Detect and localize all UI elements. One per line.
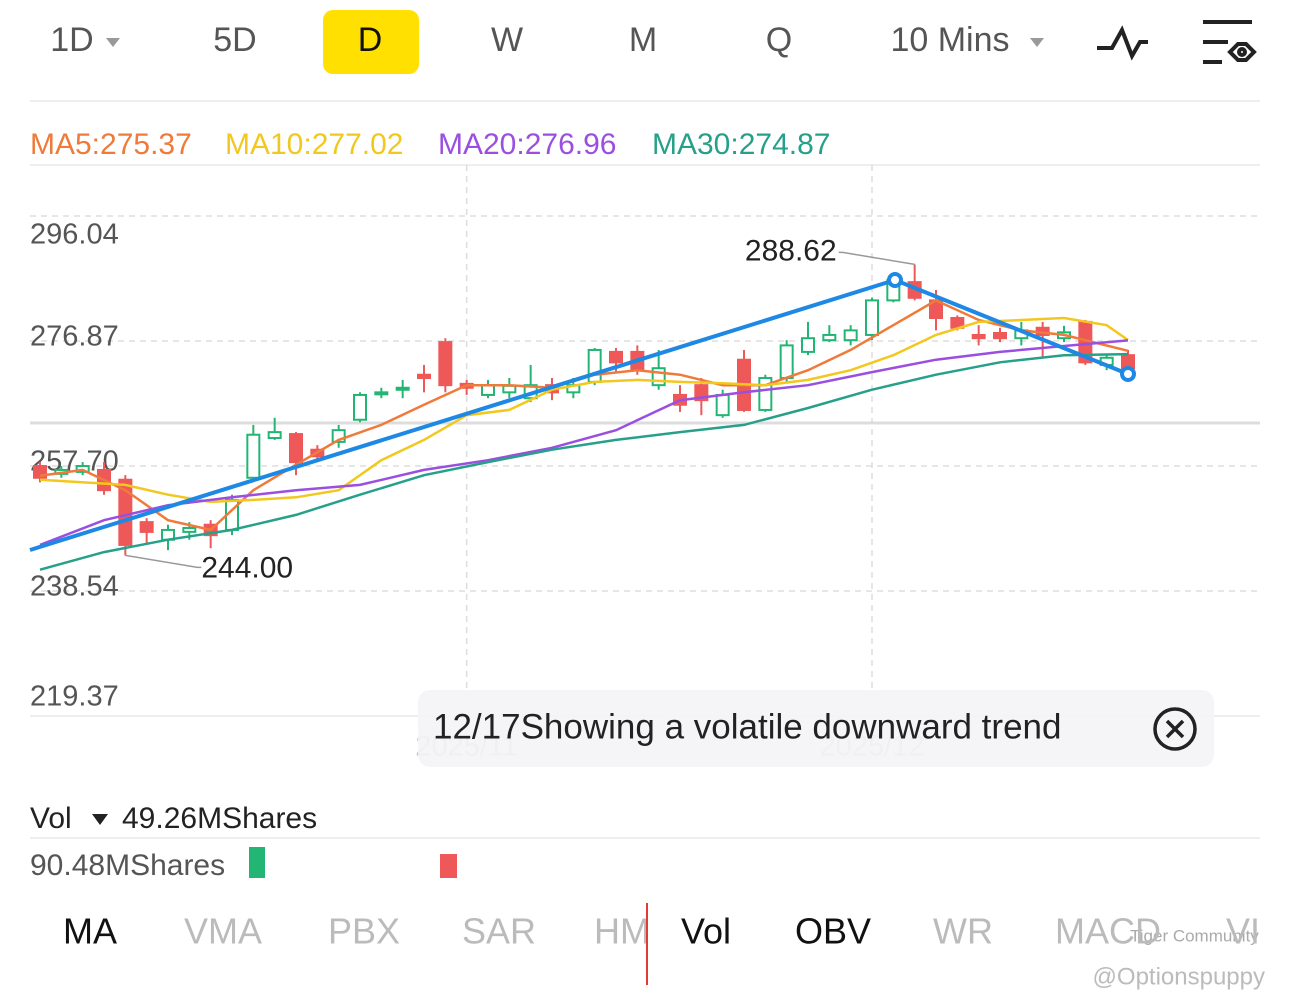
tooltip[interactable]: 12/17Showing a volatile downward trend <box>418 690 1214 767</box>
indicator-tab[interactable]: HM <box>594 911 650 952</box>
dropdown-caret[interactable] <box>1030 38 1044 47</box>
vol-current: 49.26MShares <box>122 802 317 835</box>
leader-line <box>838 251 915 266</box>
volume-bar <box>249 847 265 878</box>
indicator-tab[interactable]: WR <box>933 911 993 952</box>
max-label: 288.62 <box>745 234 837 267</box>
indicator-tab[interactable]: Vol <box>681 911 731 952</box>
candle-body <box>118 478 133 546</box>
legend-entry: MA5:275.37 <box>30 128 192 161</box>
indicator-tab[interactable]: PBX <box>328 911 400 952</box>
candle-body <box>139 521 154 533</box>
tab[interactable]: 5D <box>213 21 256 59</box>
legend-entry: MA30:274.87 <box>652 128 830 161</box>
indicator-tab[interactable]: VMA <box>184 911 262 952</box>
dropdown-caret[interactable] <box>92 814 108 825</box>
tab[interactable]: 10 Mins <box>890 21 1009 59</box>
ma-line <box>39 316 1129 504</box>
indicator-tab[interactable]: OBV <box>795 911 871 952</box>
candle-body <box>609 350 623 364</box>
dropdown-caret[interactable] <box>106 38 120 47</box>
indicator-tab[interactable]: MACD <box>1055 911 1161 952</box>
candle-body <box>33 465 47 479</box>
y-tick-label: 238.54 <box>30 571 119 603</box>
tab[interactable]: D <box>358 21 383 59</box>
tooltip-text: 12/17Showing a volatile downward trend <box>433 707 1061 746</box>
tab[interactable]: Q <box>766 21 792 59</box>
candle-body <box>801 337 815 353</box>
vol-max: 90.48MShares <box>30 849 225 882</box>
candle-body <box>395 386 410 391</box>
close-icon[interactable] <box>1153 707 1197 751</box>
settings-icon[interactable] <box>1203 20 1257 64</box>
ma-line <box>39 339 1129 547</box>
tab[interactable]: W <box>491 21 523 59</box>
plot: 296.04276.87257.70238.54219.372025/11202… <box>30 165 1260 763</box>
tab[interactable]: M <box>629 21 657 59</box>
legend-entry: MA20:276.96 <box>438 128 616 161</box>
y-tick-label: 219.37 <box>30 681 119 713</box>
candle-body <box>331 429 346 443</box>
watermark: Tiger Community <box>1130 926 1259 945</box>
legend-entry: MA10:277.02 <box>225 128 403 161</box>
candle-body <box>502 384 517 394</box>
candle-body <box>374 391 389 396</box>
y-tick-label: 276.87 <box>30 321 119 353</box>
trend-drawing[interactable] <box>29 272 1136 552</box>
tab[interactable]: 1D <box>50 21 93 59</box>
indicator-tab[interactable]: MA <box>63 911 117 952</box>
candle-body <box>289 433 303 464</box>
volume-bar <box>440 854 457 878</box>
watermark: @Optionspuppy <box>1093 963 1265 990</box>
indicator-icon[interactable] <box>1097 25 1148 61</box>
candle-body <box>822 333 837 342</box>
candle-body <box>353 393 367 421</box>
candle-body <box>715 393 730 417</box>
vol-label: Vol <box>30 802 72 835</box>
candle-body <box>438 341 453 387</box>
y-tick-label: 296.04 <box>30 219 119 251</box>
candle-body <box>971 333 986 340</box>
candle-body <box>993 331 1007 340</box>
candle-body <box>865 299 879 336</box>
candle-body <box>267 431 282 439</box>
indicator-tab[interactable]: VI <box>1226 911 1260 952</box>
min-label: 244.00 <box>201 551 293 584</box>
leader-line <box>125 554 202 569</box>
indicator-tab[interactable]: SAR <box>462 911 536 952</box>
tooltip-bg <box>418 690 1214 767</box>
candle-body <box>843 329 858 342</box>
candle-body <box>246 433 261 479</box>
candle-body <box>779 344 794 379</box>
ma-line <box>39 352 1129 571</box>
active-tab-bg <box>323 10 419 74</box>
candle-body <box>481 384 495 396</box>
candle-body <box>182 526 197 533</box>
candle-body <box>417 373 431 379</box>
